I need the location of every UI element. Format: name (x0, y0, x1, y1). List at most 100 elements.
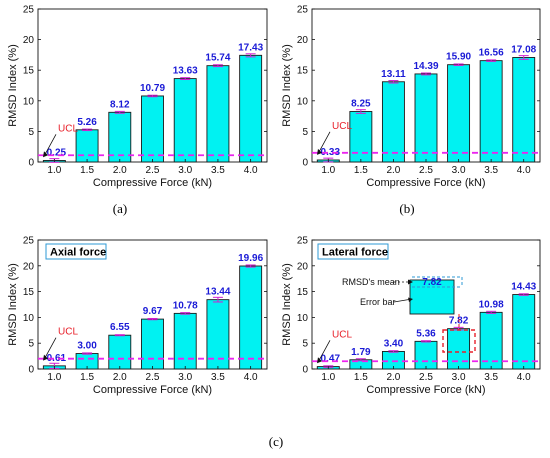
x-tick-label: 3.5 (484, 372, 498, 383)
y-tick-label: 5 (302, 339, 308, 350)
data-label: 17.08 (511, 44, 536, 55)
x-tick-label: 4.0 (244, 165, 258, 176)
x-tick-label: 3.0 (452, 165, 466, 176)
y-tick-label: 20 (23, 261, 35, 272)
data-label: 6.55 (110, 322, 130, 333)
x-tick-label: 1.0 (47, 372, 61, 383)
bar (414, 73, 438, 163)
x-tick-label: 3.0 (178, 165, 192, 176)
ucl-arrow (43, 134, 57, 157)
inset-bar (409, 279, 455, 315)
data-label: 17.43 (238, 42, 263, 53)
ucl-arrow (43, 337, 57, 360)
x-tick-label: 2.5 (419, 372, 433, 383)
data-label: 0.61 (47, 353, 67, 364)
x-tick-label: 1.5 (354, 372, 368, 383)
data-label: 14.39 (413, 61, 438, 72)
panel-title: Axial force (50, 247, 106, 259)
rmsd-mean-label: RMSD's mean (342, 277, 400, 287)
data-label: 8.25 (351, 99, 371, 110)
ucl-arrow-head (43, 354, 48, 361)
y-tick-label: 0 (28, 365, 34, 376)
bar (239, 265, 263, 370)
bar (447, 64, 471, 163)
x-tick-label: 1.5 (80, 372, 94, 383)
chart-panel-1: 0 5 10 15 20 25 1.0 0.25 1.5 5.26 2.0 8.12 2.5 10.79 3… (7, 5, 268, 216)
data-label: 9.67 (143, 306, 163, 317)
data-label: 0.47 (321, 354, 341, 365)
bar (414, 340, 438, 370)
data-label: 13.63 (173, 66, 198, 77)
subfigure-label: (a) (113, 201, 127, 216)
panel-title-box (45, 243, 107, 260)
inset-value-label: 7.82 (422, 277, 442, 288)
x-tick-label: 3.5 (484, 165, 498, 176)
y-tick-label: 25 (23, 5, 35, 16)
y-tick-label: 5 (28, 339, 34, 350)
x-tick-label: 2.0 (386, 165, 400, 176)
x-tick-label: 2.5 (146, 165, 160, 176)
ucl-label: UCL (58, 123, 78, 134)
y-axis-label: RMSD Index (%) (7, 263, 19, 346)
bar (173, 78, 197, 163)
bar (381, 81, 405, 163)
bar (141, 318, 164, 370)
x-tick-label: 4.0 (517, 165, 531, 176)
y-tick-label: 25 (23, 236, 35, 247)
y-tick-label: 25 (297, 5, 309, 16)
y-tick-label: 10 (23, 96, 35, 107)
ucl-label: UCL (332, 329, 352, 340)
error-bar-callout: 7.82 RMSD's mean Error bar (342, 276, 476, 353)
y-tick-label: 15 (23, 66, 35, 77)
subfigure-label: (b) (399, 201, 414, 216)
data-label: 15.90 (446, 52, 471, 63)
x-axis-label: Compressive Force (kN) (366, 177, 485, 189)
y-tick-label: 0 (302, 365, 308, 376)
y-tick-label: 20 (297, 261, 309, 272)
y-tick-label: 5 (302, 127, 308, 138)
x-tick-label: 3.5 (211, 372, 225, 383)
bar (512, 57, 536, 163)
y-tick-label: 10 (297, 313, 309, 324)
x-tick-label: 2.0 (386, 372, 400, 383)
data-label: 13.44 (205, 287, 230, 298)
ucl-arrow (317, 131, 331, 155)
x-axis-label: Compressive Force (kN) (366, 384, 485, 396)
y-axis-label: RMSD Index (%) (281, 263, 293, 346)
y-tick-label: 10 (297, 96, 309, 107)
data-label: 16.56 (479, 48, 504, 59)
bar (447, 328, 471, 370)
y-tick-label: 15 (297, 287, 309, 298)
y-axis-label: RMSD Index (%) (7, 44, 19, 127)
x-tick-label: 1.0 (321, 165, 335, 176)
chart-panel-2: 0 5 10 15 20 25 1.0 0.33 1.5 8.25 2.0 13.11 2.5 14.39… (281, 5, 541, 216)
y-tick-label: 0 (302, 158, 308, 169)
x-tick-label: 3.5 (211, 165, 225, 176)
data-label: 3.00 (77, 341, 97, 352)
panel-title: Lateral force (322, 247, 388, 259)
data-label: 10.79 (140, 83, 165, 94)
error-bar-label: Error bar (360, 297, 396, 307)
x-tick-label: 4.0 (517, 372, 531, 383)
rmsd-mean-arrow-head (408, 279, 413, 285)
y-tick-label: 20 (23, 35, 35, 46)
x-tick-label: 2.5 (146, 372, 160, 383)
ucl-label: UCL (332, 121, 352, 132)
data-label: 0.33 (321, 147, 341, 158)
x-tick-label: 4.0 (244, 372, 258, 383)
data-label: 5.36 (416, 328, 436, 339)
x-tick-label: 1.0 (47, 165, 61, 176)
data-label: 10.98 (479, 299, 504, 310)
x-axis-label: Compressive Force (kN) (93, 177, 212, 189)
y-tick-label: 5 (28, 127, 34, 138)
data-label: 10.78 (173, 300, 198, 311)
data-label: 8.12 (110, 99, 130, 110)
data-label: 19.96 (238, 253, 263, 264)
bar (512, 294, 536, 370)
y-tick-label: 10 (23, 313, 35, 324)
bar (479, 60, 503, 163)
bar (239, 54, 263, 163)
ucl-arrow-head (317, 357, 322, 364)
ucl-arrow (317, 340, 331, 363)
